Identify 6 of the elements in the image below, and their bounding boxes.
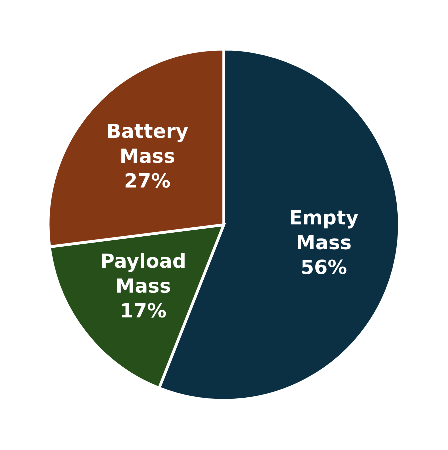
data-label: 27% xyxy=(126,173,170,188)
data-label: 56% xyxy=(302,260,347,274)
slice-label: Payload Mass xyxy=(102,253,185,294)
slice-label: Empty Mass xyxy=(291,210,358,250)
data-label: 17% xyxy=(122,303,166,318)
slice-label: Battery Mass xyxy=(108,124,188,164)
